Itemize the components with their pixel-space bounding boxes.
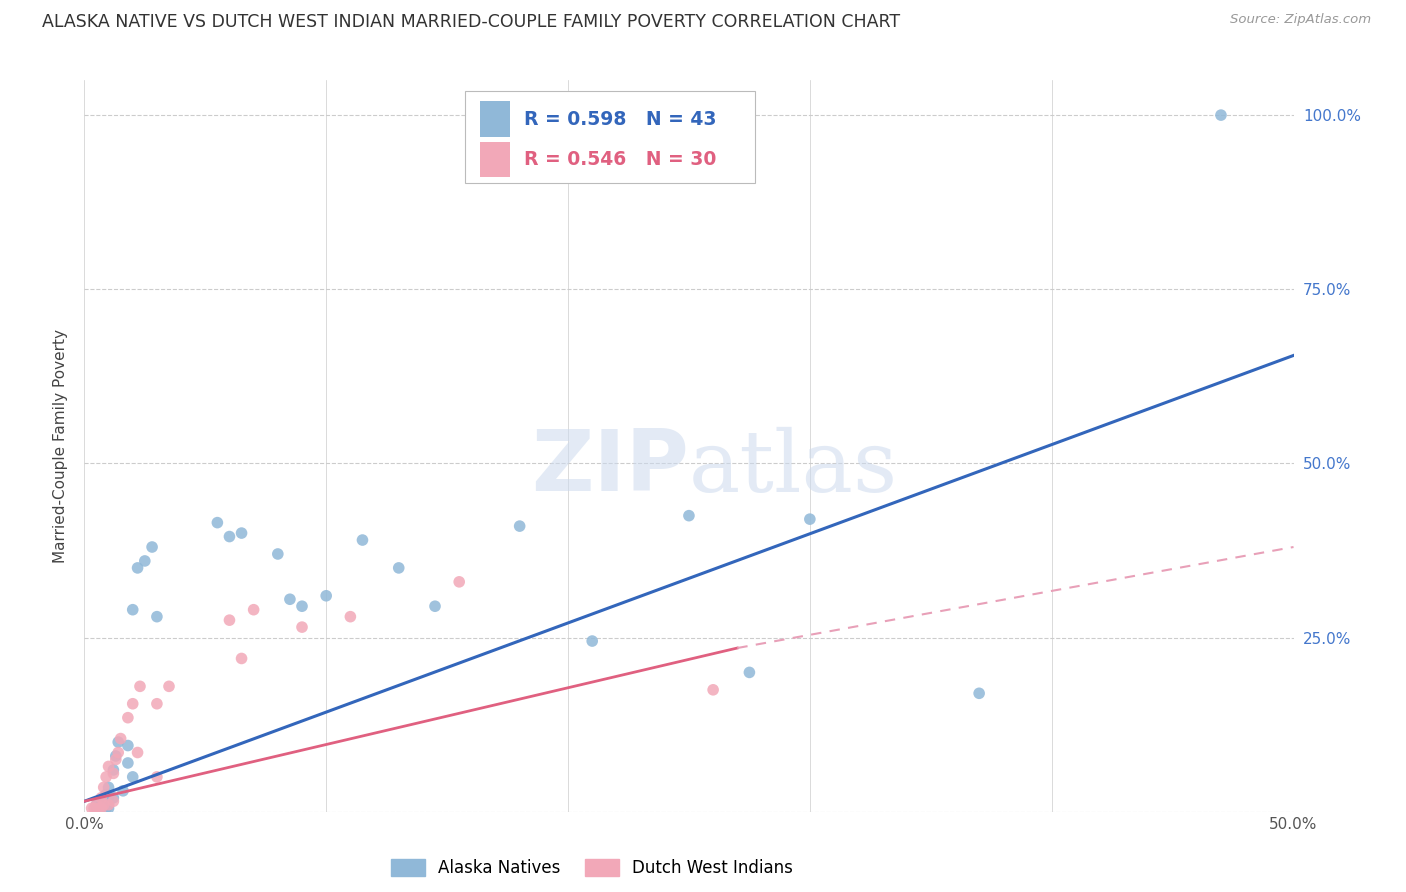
Point <box>93 801 115 815</box>
Text: ZIP: ZIP <box>531 426 689 509</box>
Point <box>90 801 112 815</box>
Text: R = 0.598   N = 43: R = 0.598 N = 43 <box>524 110 717 128</box>
Point <box>103 794 125 808</box>
Point <box>94 787 117 801</box>
Point <box>388 561 411 575</box>
FancyBboxPatch shape <box>465 91 755 183</box>
Point <box>103 763 125 777</box>
Point <box>1209 108 1232 122</box>
Point <box>339 609 361 624</box>
Point <box>97 780 120 795</box>
Point <box>87 801 110 815</box>
Point <box>97 759 120 773</box>
Y-axis label: Married-Couple Family Poverty: Married-Couple Family Poverty <box>53 329 69 563</box>
Point <box>581 634 603 648</box>
Point <box>146 770 169 784</box>
Point <box>83 801 105 815</box>
Text: R = 0.546   N = 30: R = 0.546 N = 30 <box>524 150 717 169</box>
Point <box>104 749 127 764</box>
Text: Source: ZipAtlas.com: Source: ZipAtlas.com <box>1230 13 1371 27</box>
Point <box>218 530 240 544</box>
Point <box>141 540 163 554</box>
Point <box>146 609 169 624</box>
Point <box>738 665 761 680</box>
Point <box>97 797 120 812</box>
Point <box>157 679 180 693</box>
Point <box>352 533 374 547</box>
Point <box>94 770 117 784</box>
Point <box>93 780 115 795</box>
Point <box>121 697 143 711</box>
Point <box>86 797 108 812</box>
Point <box>110 731 132 746</box>
Point <box>967 686 990 700</box>
Point <box>97 790 120 805</box>
Point <box>678 508 700 523</box>
Point <box>121 770 143 784</box>
Point <box>103 790 125 805</box>
Point <box>86 797 108 812</box>
Point <box>90 801 112 815</box>
Point <box>146 697 169 711</box>
Point <box>90 801 112 815</box>
Point <box>104 752 127 766</box>
Point <box>278 592 301 607</box>
Point <box>127 746 149 760</box>
Point <box>93 794 115 808</box>
Text: atlas: atlas <box>689 426 898 509</box>
Point <box>93 797 115 812</box>
Point <box>449 574 471 589</box>
Point <box>423 599 446 614</box>
Point <box>94 801 117 815</box>
Point <box>107 746 129 760</box>
Point <box>291 599 314 614</box>
Point <box>509 519 531 533</box>
Point <box>231 651 253 665</box>
Point <box>103 766 125 780</box>
Point <box>799 512 821 526</box>
Point <box>80 801 103 815</box>
Point <box>231 526 253 541</box>
Point <box>117 739 139 753</box>
Point <box>129 679 152 693</box>
Point <box>315 589 337 603</box>
Point <box>117 756 139 770</box>
FancyBboxPatch shape <box>479 142 510 177</box>
Point <box>218 613 240 627</box>
Point <box>90 790 112 805</box>
Text: ALASKA NATIVE VS DUTCH WEST INDIAN MARRIED-COUPLE FAMILY POVERTY CORRELATION CHA: ALASKA NATIVE VS DUTCH WEST INDIAN MARRI… <box>42 13 900 31</box>
Point <box>97 801 120 815</box>
Point <box>207 516 229 530</box>
Legend: Alaska Natives, Dutch West Indians: Alaska Natives, Dutch West Indians <box>385 853 800 884</box>
Point <box>267 547 290 561</box>
Point <box>291 620 314 634</box>
Point <box>134 554 156 568</box>
Point <box>86 801 108 815</box>
Point <box>107 735 129 749</box>
Point <box>702 682 724 697</box>
FancyBboxPatch shape <box>479 102 510 136</box>
Point <box>90 797 112 812</box>
Point <box>112 784 135 798</box>
Point <box>97 797 120 812</box>
Point <box>117 711 139 725</box>
Point <box>121 603 143 617</box>
Point <box>242 603 264 617</box>
Point <box>127 561 149 575</box>
